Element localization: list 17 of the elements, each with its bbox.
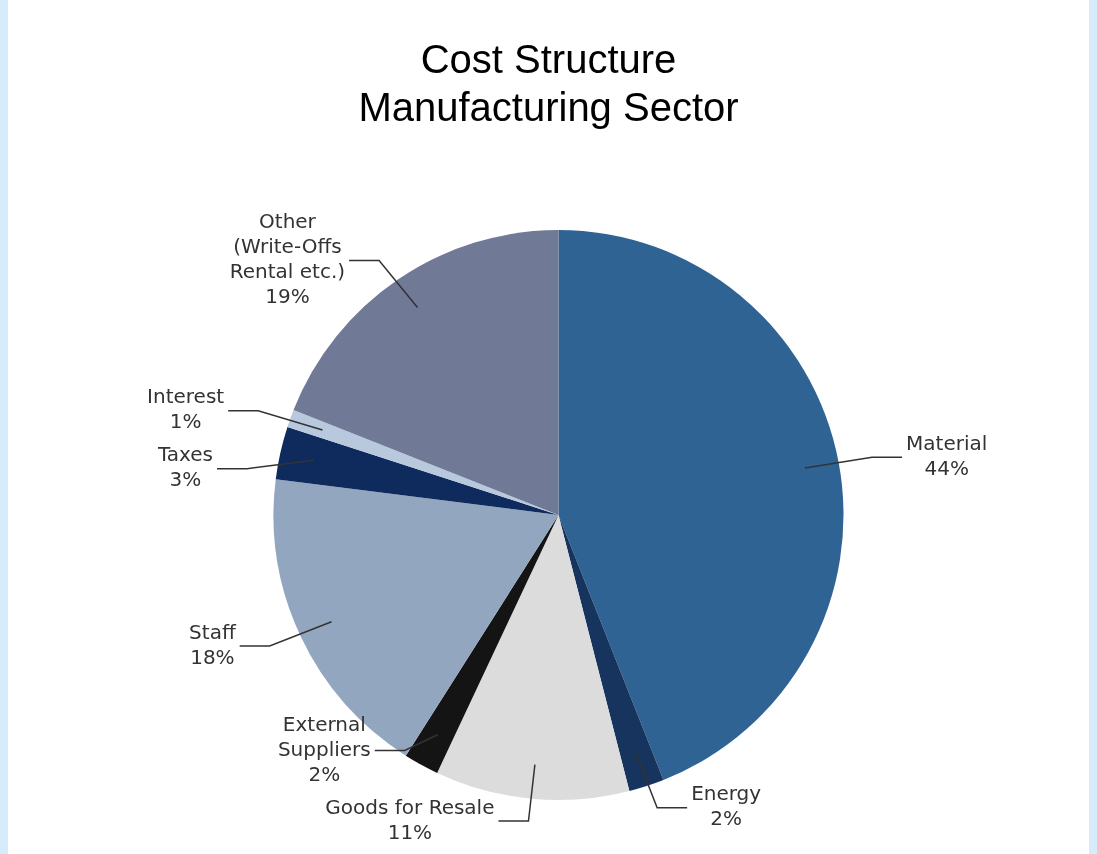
slice-label: Goods for Resale [325, 794, 495, 819]
data-label: 11% [387, 819, 433, 844]
slice-label: Other (Write-Offs Rental etc.) [229, 209, 346, 284]
data-label: 19% [265, 284, 310, 309]
data-label: 18% [190, 644, 235, 669]
slice-label: External Suppliers [277, 711, 371, 761]
slice-label: Material [906, 431, 988, 456]
slice-label: Interest [147, 384, 225, 409]
data-label: 2% [308, 761, 341, 786]
chart-title: Cost Structure Manufacturing Sector [357, 36, 740, 131]
data-label: 1% [169, 409, 202, 434]
slice-label: Taxes [156, 442, 213, 467]
slice-label: Staff [189, 619, 237, 644]
data-label: 3% [169, 467, 202, 492]
data-label: 44% [924, 456, 969, 481]
slice-label: Energy [691, 781, 762, 806]
data-label: 2% [710, 806, 743, 831]
